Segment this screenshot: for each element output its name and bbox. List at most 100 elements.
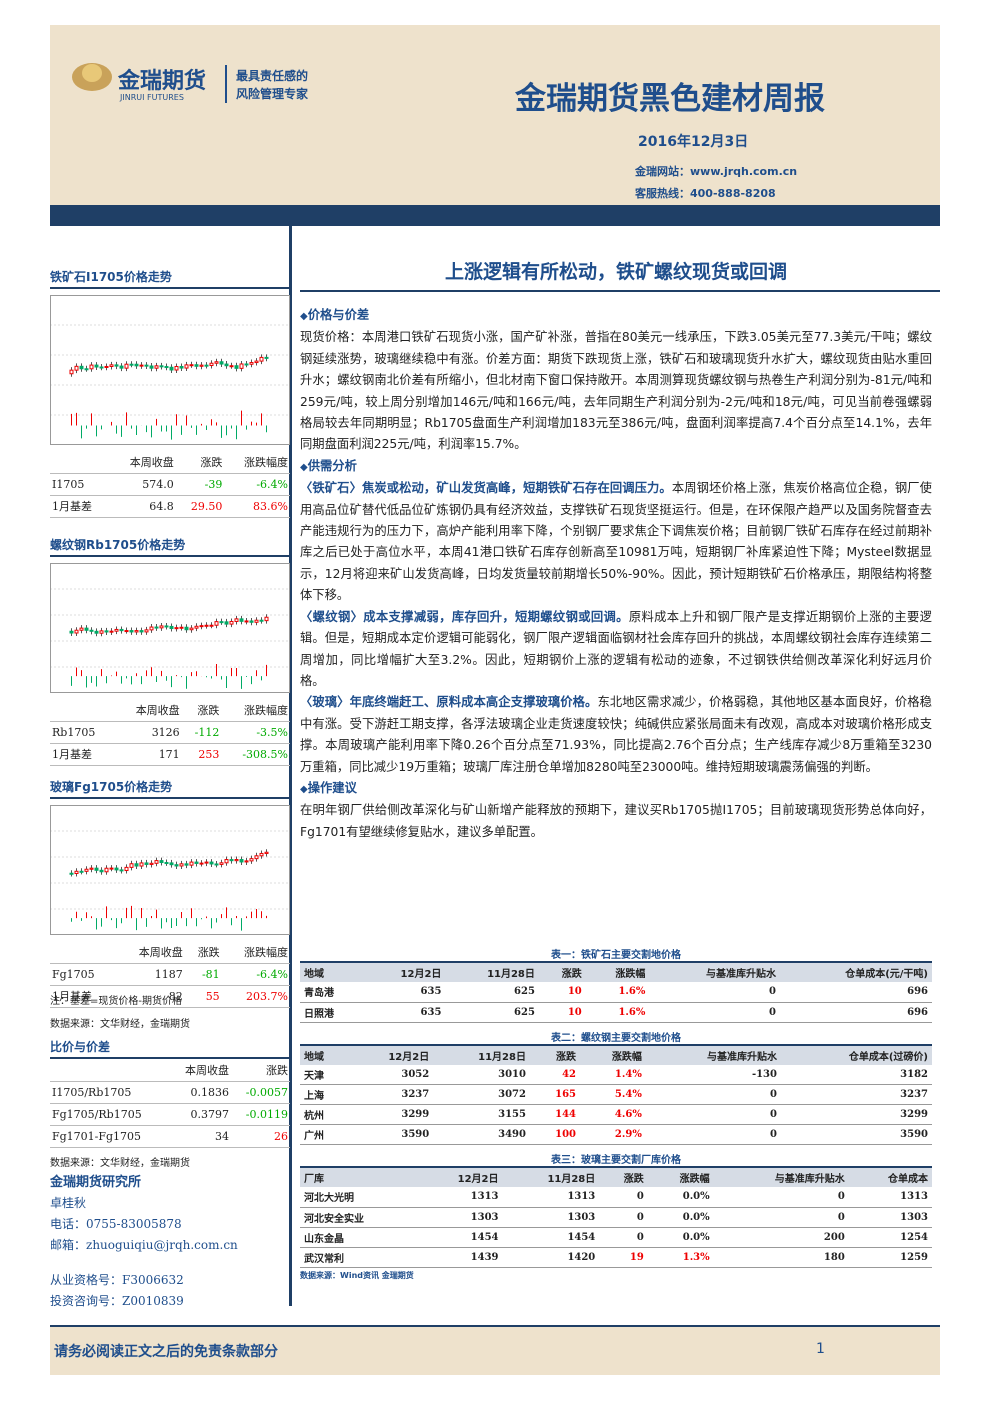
contact-phone: 电话：0755-83005878 — [50, 1217, 182, 1231]
section-title: 操作建议 — [307, 780, 357, 795]
candle-body — [264, 851, 269, 854]
chart-wrap — [50, 799, 290, 941]
chart-frame — [50, 295, 290, 445]
table-cell: 1.4% — [579, 1064, 646, 1085]
column-divider — [289, 226, 292, 1306]
table-cell: 杭州 — [300, 1104, 349, 1125]
table-cell: 3126 — [115, 721, 182, 744]
table-cell: -6.4% — [221, 963, 290, 986]
candle-body — [214, 863, 219, 866]
website: 金瑞网站：www.jrqh.com.cn — [635, 165, 798, 178]
candle-body — [69, 630, 74, 634]
header-cell: 仓单成本 — [848, 1166, 932, 1187]
header-cell: 涨跌幅度 — [221, 941, 290, 964]
panel-title: 螺纹钢Rb1705价格走势 — [50, 536, 290, 557]
table-cell: 1303 — [417, 1207, 503, 1228]
bullet: ◆ — [300, 461, 308, 473]
table-cell: Rb1705 — [50, 721, 116, 744]
paragraph: 〈玻璃〉年底终端赶工、原料成本高企支撑玻璃价格。东北地区需求减少，价格弱稳，其他… — [300, 692, 932, 778]
table-cell: 0 — [649, 1002, 780, 1023]
header-cell: 11月28日 — [502, 1166, 600, 1187]
candle-body — [229, 365, 234, 368]
candle-body — [179, 626, 184, 629]
table-source: 数据来源：Wind资讯 金瑞期货 — [300, 1270, 414, 1280]
header-cell: 12月2日 — [363, 961, 446, 982]
paragraph: 〈铁矿石〉焦炭或松动，矿山发货高峰，短期铁矿石存在回调压力。本周钢坯价格上涨，焦… — [300, 478, 932, 606]
candle-body — [174, 864, 179, 867]
candle-body — [179, 863, 184, 867]
price-chart — [50, 295, 290, 445]
table-cell: 180 — [713, 1247, 849, 1268]
candle-body — [244, 363, 249, 366]
logo-sub: JINRUI FUTURES — [120, 93, 184, 102]
table-cell: 4.6% — [579, 1104, 646, 1125]
table-cell: 2.9% — [579, 1124, 646, 1145]
table-row: 1月基差 171 253 -308.5% — [50, 743, 290, 766]
candle-body — [134, 363, 139, 367]
candle-body — [84, 368, 89, 371]
candle-body — [239, 618, 244, 622]
table-cell: -6.4% — [224, 473, 290, 496]
table-row: 天津 3052 3010 42 1.4% -130 3182 — [300, 1064, 932, 1085]
header-cell: 涨跌幅 — [579, 1043, 646, 1065]
price-panel: 铁矿石I1705价格走势 本周收盘 涨跌 涨跌幅度 I1705 574.0 -39 -6.4%… — [50, 268, 290, 518]
table-cell: 26 — [230, 1125, 290, 1148]
table-row: Fg1705/Rb1705 0.3797 -0.0119 — [50, 1103, 290, 1126]
price-chart — [50, 805, 290, 935]
candle-body — [139, 630, 144, 633]
candle-body — [184, 626, 189, 631]
candle-body — [134, 863, 139, 867]
table-cell: 165 — [529, 1084, 580, 1105]
table-cell: 广州 — [300, 1124, 349, 1145]
candle-body — [219, 862, 224, 865]
table-cell: 696 — [779, 1002, 932, 1023]
candle-body — [119, 628, 124, 632]
table-cell: 1439 — [417, 1247, 503, 1268]
candle-body — [74, 365, 79, 371]
candle-body — [99, 869, 104, 873]
table-cell: 0.1836 — [169, 1081, 231, 1104]
bullet: ◆ — [300, 311, 308, 322]
candle-body — [219, 621, 224, 624]
paragraph: 〈螺纹钢〉成本支撑减弱，库存回升，短期螺纹钢或回调。原料成本上升和钢厂限产是支撑… — [300, 607, 932, 693]
table-cell: 0 — [599, 1207, 648, 1228]
candle-body — [184, 863, 189, 866]
table-cell: 0 — [599, 1227, 648, 1248]
candle-body — [259, 619, 264, 622]
table-cell: 3299 — [348, 1104, 434, 1125]
candle-body — [154, 365, 159, 369]
table-caption: 表三：玻璃主要交割厂库价格 — [551, 1155, 681, 1166]
notes: 注：基差=现货价格-期货价格 数据来源：文华财经，金瑞期货 — [50, 992, 290, 1038]
candle-body — [149, 626, 154, 631]
candle-body — [224, 859, 229, 864]
candle-body — [94, 867, 99, 871]
header-cell: 11月28日 — [445, 961, 539, 982]
candle-body — [79, 365, 84, 370]
body: ◆价格与价差 现货价格：本周港口铁矿石现货小涨，国产矿补涨，普指在80美元一线承压… — [300, 305, 932, 843]
table-cell: 3590 — [348, 1124, 434, 1145]
table-cell: 青岛港 — [300, 982, 364, 1003]
table-header: 地域 12月2日 11月28日 涨跌 涨跌幅 与基准库升贴水 仓单成本(过磅价) — [300, 1043, 932, 1065]
panel-title: 玻璃Fg1705价格走势 — [50, 778, 290, 799]
table-cell: 1259 — [848, 1247, 932, 1268]
table-cell: 64.8 — [110, 495, 176, 518]
table-row: Fg1705 1187 -81 -6.4% — [50, 963, 290, 986]
divider — [225, 65, 227, 103]
table-row: 杭州 3299 3155 144 4.6% 0 3299 — [300, 1104, 932, 1125]
candle-body — [224, 363, 229, 367]
table-cell: -0.0057 — [230, 1081, 290, 1104]
headline-rule — [300, 290, 940, 292]
header-cell — [50, 1059, 170, 1082]
candle-body — [159, 625, 164, 629]
table-cell: 29.50 — [175, 495, 225, 518]
header-cell — [50, 941, 117, 964]
candle-body — [74, 870, 79, 874]
candle-body — [84, 627, 89, 631]
table-cell: Fg1701-Fg1705 — [50, 1125, 170, 1148]
contact-license: 从业资格号：F3006632 — [50, 1273, 184, 1287]
candle-body — [169, 862, 174, 866]
table-cell: 3072 — [433, 1084, 530, 1105]
chart-wrap — [50, 557, 290, 699]
panel-title: 铁矿石I1705价格走势 — [50, 268, 290, 289]
table-header: 本周收盘 涨跌 涨跌幅度 — [50, 941, 290, 964]
